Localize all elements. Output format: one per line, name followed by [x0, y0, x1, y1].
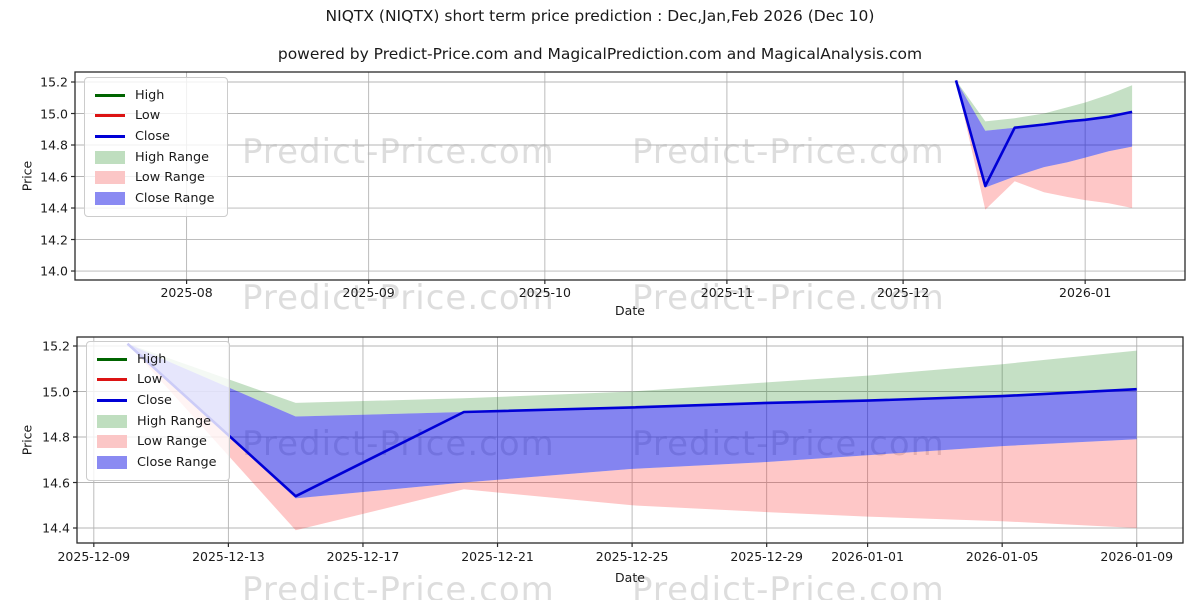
x-tick-label: 2025-11 — [700, 285, 754, 300]
watermark-text: Predict-Price.com — [632, 570, 945, 600]
close-prediction-line — [126, 342, 1137, 498]
legend-item-low-range: Low Range — [97, 431, 217, 452]
legend-item-label: Low Range — [137, 434, 207, 450]
y-tick-label: 14.6 — [40, 169, 68, 184]
legend-item-label: High — [135, 87, 165, 103]
x-tick-label: 2025-12-21 — [461, 549, 534, 564]
x-axis-label: Date — [615, 570, 645, 585]
x-tick-label: 2025-12 — [876, 285, 930, 300]
y-tick-label: 14.6 — [42, 475, 70, 490]
legend-line-swatch — [95, 93, 125, 97]
high-range-band-1 — [127, 343, 1137, 417]
legend-item-label: Low Range — [135, 170, 205, 186]
x-tick-label: 2026-01-01 — [831, 549, 904, 564]
legend-item-label: Close — [137, 392, 172, 408]
legend-item-close: Close — [97, 390, 217, 411]
y-tick-label: 14.0 — [40, 263, 68, 279]
y-tick-label: 14.4 — [40, 200, 68, 216]
low-range-band-1 — [127, 343, 1137, 531]
x-tick-label: 2026-01-05 — [965, 549, 1039, 564]
x-tick-label: 2025-09 — [342, 285, 395, 300]
legend-item-low-range: Low Range — [95, 167, 215, 188]
legend-item-label: Low — [137, 372, 163, 388]
close-prediction-line — [954, 80, 1133, 188]
legend-item-label: Close Range — [137, 454, 217, 470]
legend-patch-swatch — [95, 171, 125, 185]
x-axis-label: Date — [615, 303, 645, 318]
legend-bottom-chart: High Low Close High Range Low Range Close Ran… — [86, 341, 230, 481]
y-tick-label: 14.2 — [40, 232, 68, 248]
legend-patch-swatch — [95, 191, 125, 205]
legend-item-high: High — [95, 85, 215, 106]
legend-item-close-range: Close Range — [97, 452, 217, 473]
legend-patch-swatch — [97, 435, 127, 449]
legend-item-high-range: High Range — [97, 411, 217, 432]
x-tick-label: 2025-08 — [160, 285, 213, 300]
y-tick-label: 15.0 — [40, 106, 68, 121]
legend-item-high-range: High Range — [95, 147, 215, 168]
low-range-band-0 — [956, 80, 1133, 210]
legend-item-label: High — [137, 351, 167, 367]
watermark-text: Predict-Price.com — [242, 132, 555, 172]
legend-item-low: Low — [95, 106, 215, 127]
legend-line-swatch — [95, 114, 125, 118]
x-tick-label: 2025-10 — [518, 285, 571, 300]
legend-item-close-range: Close Range — [95, 188, 215, 209]
watermark-text: Predict-Price.com — [242, 278, 555, 318]
y-tick-label: 14.8 — [42, 429, 70, 445]
x-tick-label: 2025-12-17 — [326, 549, 400, 564]
legend-patch-swatch — [97, 414, 127, 428]
y-axis-label: Price — [19, 160, 35, 192]
legend-item-label: Low — [135, 108, 161, 124]
legend-line-swatch — [97, 357, 127, 361]
legend-item-label: High Range — [135, 149, 210, 165]
x-tick-label: 2026-01-09 — [1100, 549, 1174, 564]
y-tick-label: 14.8 — [40, 137, 68, 153]
y-axis-label: Price — [19, 424, 35, 456]
legend-item-high: High — [97, 349, 217, 370]
figure-subtitle: powered by Predict-Price.com and Magical… — [277, 45, 923, 63]
x-tick-label: 2025-12-25 — [595, 549, 669, 564]
legend-line-swatch — [97, 398, 127, 403]
watermark-text: Predict-Price.com — [242, 570, 555, 600]
legend-patch-swatch — [95, 150, 125, 164]
legend-line-swatch — [95, 134, 125, 139]
x-tick-label: 2026-01 — [1059, 285, 1112, 300]
y-tick-label: 15.0 — [42, 384, 70, 399]
figure-title: NIQTX (NIQTX) short term price predictio… — [325, 7, 875, 25]
y-tick-label: 15.2 — [42, 338, 70, 354]
legend-patch-swatch — [97, 455, 127, 469]
close-range-band-0 — [956, 80, 1133, 188]
y-tick-label: 14.4 — [42, 520, 70, 536]
legend-item-label: High Range — [137, 413, 212, 429]
legend-line-swatch — [97, 378, 127, 382]
legend-item-label: Close Range — [135, 190, 215, 206]
legend-item-close: Close — [95, 126, 215, 147]
x-tick-label: 2025-12-13 — [192, 549, 265, 564]
watermark-text: Predict-Price.com — [632, 132, 945, 172]
legend-top-chart: High Low Close High Range Low Range Close Ran… — [84, 77, 228, 217]
x-tick-label: 2025-12-09 — [57, 549, 131, 564]
legend-item-low: Low — [97, 370, 217, 391]
close-range-band-1 — [127, 343, 1137, 499]
legend-item-label: Close — [135, 128, 170, 144]
watermark-text: Predict-Price.com — [632, 278, 945, 318]
y-tick-label: 15.2 — [40, 74, 68, 90]
x-tick-label: 2025-12-29 — [730, 549, 803, 564]
